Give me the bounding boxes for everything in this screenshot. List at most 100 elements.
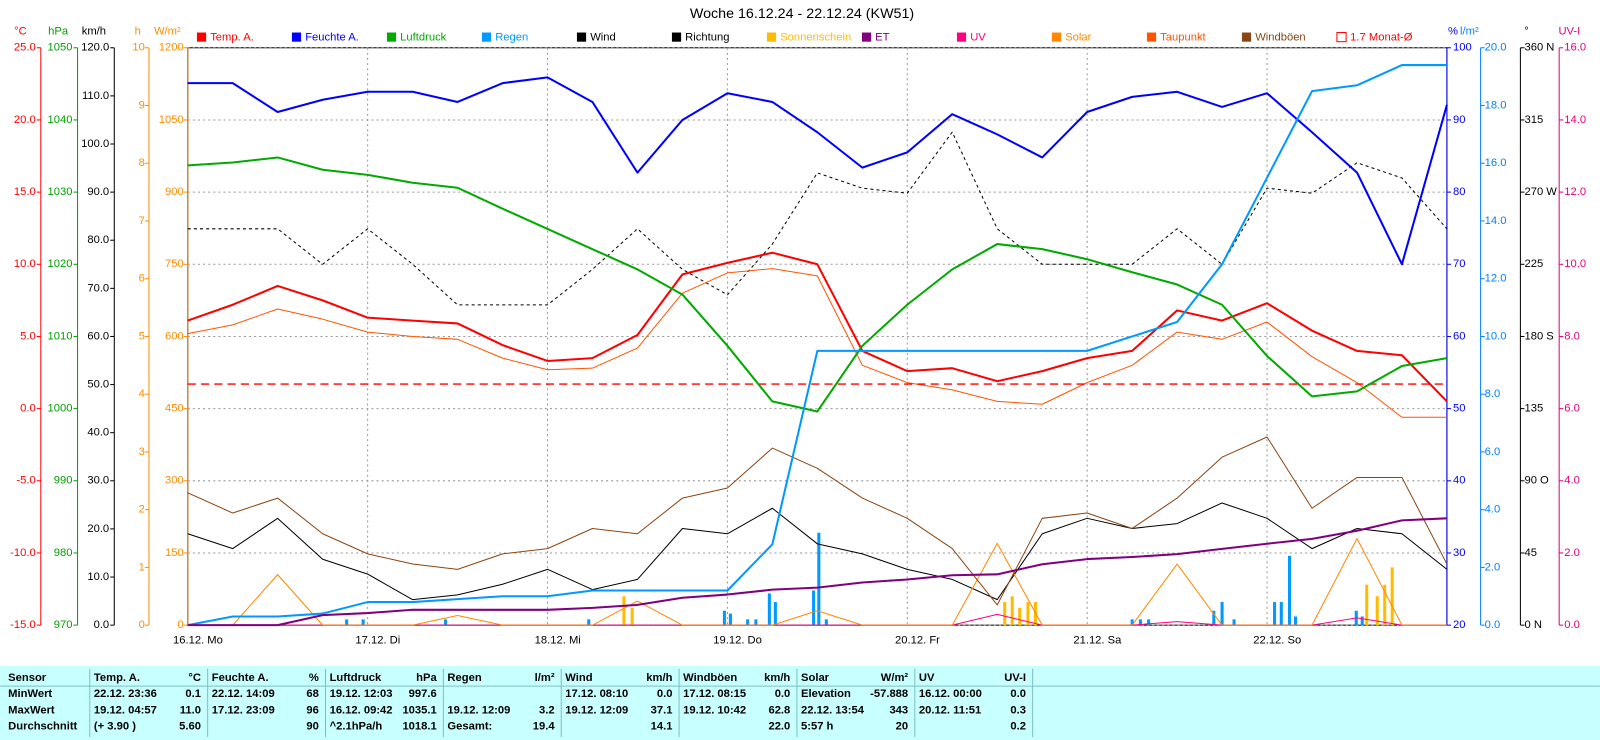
table-cell: hPa xyxy=(416,672,437,684)
y-tick-label: 10.0 xyxy=(1485,330,1507,342)
legend-swatch xyxy=(576,32,587,42)
y-tick-label: 1050 xyxy=(48,42,73,54)
table-cell: 22.0 xyxy=(768,721,790,733)
y-tick-label: 70.0 xyxy=(87,282,109,294)
x-tick-label: 19.12. Do xyxy=(713,634,762,646)
table-cell: 62.8 xyxy=(768,704,790,716)
y-tick-label: 40 xyxy=(1453,475,1465,487)
bar xyxy=(1288,555,1292,626)
y-tick-label: 270 W xyxy=(1524,186,1557,198)
legend-label: ET xyxy=(875,32,889,44)
y-tick-label: 970 xyxy=(54,619,73,631)
chart-title: Woche 16.12.24 - 22.12.24 (KW51) xyxy=(690,6,914,22)
y-tick-label: 6.0 xyxy=(1485,446,1501,458)
y-tick-label: -15.0 xyxy=(10,619,36,631)
y-tick-label: 315 xyxy=(1524,114,1543,126)
x-tick-label: 22.12. So xyxy=(1253,634,1301,646)
table-cell: 5.60 xyxy=(179,721,201,733)
axis-unit: hPa xyxy=(48,25,69,37)
y-tick-label: 2 xyxy=(139,504,145,516)
y-tick-label: 0 xyxy=(177,619,183,631)
y-tick-label: -5.0 xyxy=(16,475,35,487)
table-cell: l/m² xyxy=(535,672,555,684)
y-tick-label: 60.0 xyxy=(87,330,109,342)
y-tick-label: 10 xyxy=(132,42,144,54)
bar xyxy=(1365,584,1369,626)
series-line xyxy=(187,156,1448,413)
table-cell: 16.12. 00:00 xyxy=(919,688,982,700)
table-cell: 3.2 xyxy=(539,704,555,716)
table-cell: UV-I xyxy=(1004,672,1026,684)
y-tick-label: 225 xyxy=(1524,258,1543,270)
bar xyxy=(361,619,365,626)
legend-label: 1.7 Monat-Ø xyxy=(1350,32,1413,44)
bar xyxy=(1360,616,1364,626)
y-tick-label: 90.0 xyxy=(87,186,109,198)
legend-swatch xyxy=(291,32,302,42)
y-tick-label: 20.0 xyxy=(14,114,36,126)
y-tick-label: 0 xyxy=(139,619,145,631)
table-cell: MaxWert xyxy=(8,704,55,716)
y-tick-label: 1010 xyxy=(48,330,73,342)
table-cell: Wind xyxy=(565,672,592,684)
bar xyxy=(746,619,750,626)
bar xyxy=(728,613,732,626)
table-cell: 19.12. 12:03 xyxy=(330,688,393,700)
table-cell: 22.12. 14:09 xyxy=(212,688,275,700)
y-tick-label: 110.0 xyxy=(82,90,109,102)
bar xyxy=(1232,619,1236,626)
table-cell: 19.4 xyxy=(533,721,556,733)
table-cell: 11.0 xyxy=(180,704,201,716)
y-tick-label: 9 xyxy=(139,99,145,111)
bar xyxy=(587,619,591,626)
bar xyxy=(1026,602,1030,626)
bar xyxy=(1390,567,1394,626)
legend-label: Feuchte A. xyxy=(305,32,359,44)
stats-table: Sensor Temp. A. °C Feuchte A.% Luftdruck hPa R… xyxy=(0,668,1600,737)
table-cell: 14.1 xyxy=(651,721,673,733)
y-tick-label: -10.0 xyxy=(10,547,36,559)
y-tick-label: 0.0 xyxy=(1485,619,1501,631)
legend-swatch xyxy=(1336,32,1347,43)
bar xyxy=(622,596,626,626)
table-cell: 997.6 xyxy=(409,688,437,700)
table-cell: 19.12. 10:42 xyxy=(683,704,746,716)
y-tick-label: 100 xyxy=(1453,42,1472,54)
y-tick-label: 750 xyxy=(165,258,184,270)
bar xyxy=(722,610,726,626)
axis-unit: % xyxy=(1448,25,1458,37)
x-tick-label: 20.12. Fr xyxy=(895,634,940,646)
y-tick-label: 100.0 xyxy=(81,138,109,150)
bar xyxy=(817,532,821,626)
table-cell: 0.0 xyxy=(657,688,673,700)
series-line xyxy=(187,436,1448,606)
y-tick-label: 1200 xyxy=(159,42,184,54)
y-tick-label: 30.0 xyxy=(87,475,109,487)
table-cell: Elevation xyxy=(801,688,851,700)
y-tick-label: 135 xyxy=(1524,403,1543,415)
bar xyxy=(1130,619,1134,626)
legend-swatch xyxy=(481,32,492,42)
table-cell: 1035.1 xyxy=(402,704,436,716)
y-tick-label: 5 xyxy=(139,330,145,342)
y-tick-label: 0.0 xyxy=(94,619,110,631)
table-cell: 0.2 xyxy=(1010,721,1026,733)
bar xyxy=(345,619,349,626)
x-tick-label: 18.12. Mi xyxy=(535,634,581,646)
y-tick-label: 0.0 xyxy=(1564,619,1580,631)
legend-label: UV xyxy=(970,32,986,44)
y-tick-label: 900 xyxy=(165,186,184,198)
y-tick-label: 5.0 xyxy=(20,330,36,342)
y-tick-label: 600 xyxy=(165,330,184,342)
table-cell: °C xyxy=(188,672,201,684)
series-line xyxy=(187,502,1448,601)
y-tick-label: 14.0 xyxy=(1564,114,1586,126)
legend-label: Luftdruck xyxy=(400,32,447,44)
axis-unit: h xyxy=(135,25,141,37)
axis-unit: l/m² xyxy=(1460,25,1479,37)
y-tick-label: 0 N xyxy=(1524,619,1541,631)
bar xyxy=(1138,619,1142,626)
y-tick-label: 80.0 xyxy=(87,234,109,246)
table-cell: 0.1 xyxy=(185,688,201,700)
